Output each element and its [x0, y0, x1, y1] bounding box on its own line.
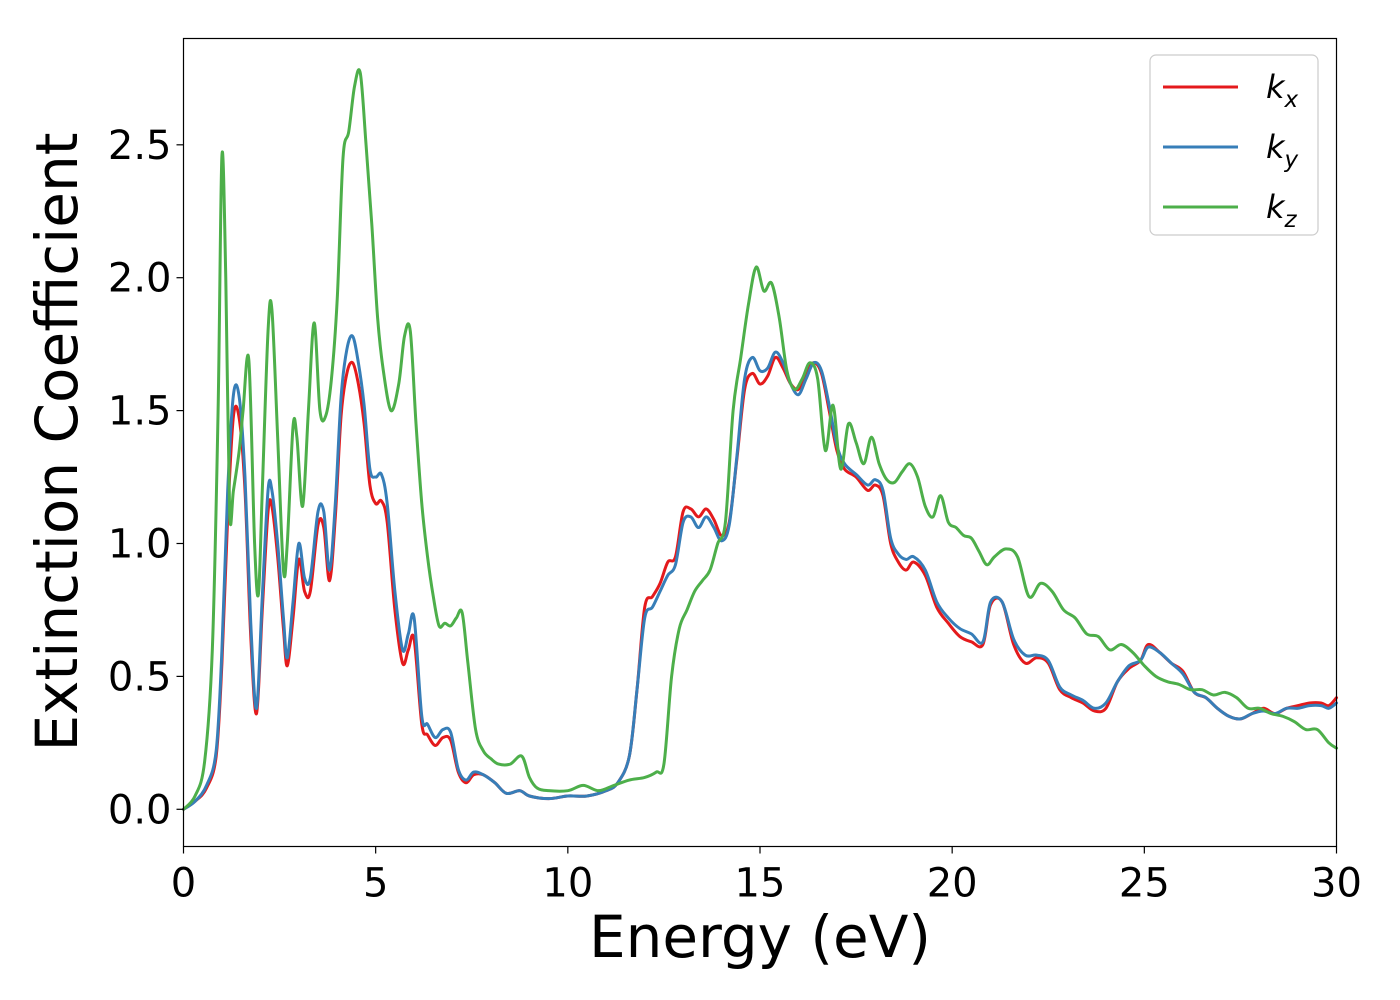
y-axis-ticks: 0.0 0.5 1.0 1.5 2.0 2.5: [108, 123, 184, 833]
series-layer: [182, 68, 1338, 811]
legend-label-kz: kz: [1266, 188, 1298, 233]
legend-label-subscript: x: [1284, 87, 1299, 113]
x-tick-label: 30: [1311, 861, 1362, 907]
y-tick-label: 1.0: [108, 522, 172, 568]
series-line-ky: [182, 334, 1338, 811]
legend-label-subscript: y: [1284, 147, 1299, 173]
y-tick-label: 2.5: [108, 123, 172, 169]
plot-area: [183, 38, 1337, 847]
legend-label-subscript: z: [1284, 207, 1298, 233]
x-tick-label: 10: [542, 861, 593, 907]
series-line-kz: [182, 68, 1338, 811]
legend-label-kx: kx: [1266, 68, 1299, 113]
x-tick-label: 25: [1119, 861, 1170, 907]
legend-label-ky: ky: [1266, 128, 1299, 173]
y-tick-label: 0.0: [108, 787, 172, 833]
y-tick-label: 1.5: [108, 389, 172, 435]
x-tick-label: 15: [735, 861, 786, 907]
y-tick-label: 0.5: [108, 654, 172, 700]
x-tick-label: 0: [171, 861, 196, 907]
x-axis-label: Energy (eV): [589, 903, 931, 971]
legend-label-main: k: [1266, 188, 1286, 226]
x-tick-label: 20: [927, 861, 978, 907]
y-tick-label: 2.0: [108, 256, 172, 302]
legend-label-main: k: [1266, 68, 1286, 106]
x-axis-ticks: 0 5 10 15 20 25 30: [171, 846, 1362, 907]
y-axis-label: Extinction Coefficient: [23, 133, 91, 752]
x-tick-label: 5: [363, 861, 388, 907]
series-line-kx: [182, 355, 1338, 811]
legend-box: [1149, 54, 1319, 236]
legend-label-main: k: [1266, 128, 1286, 166]
